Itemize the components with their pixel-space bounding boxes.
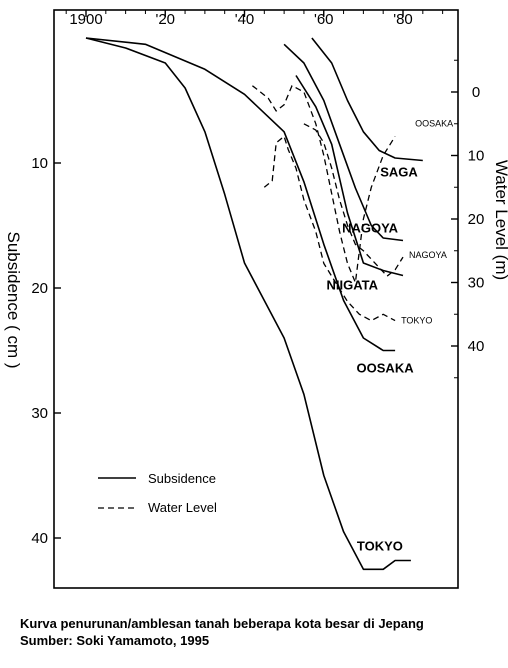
water-level-line-oosaka — [251, 85, 396, 284]
legend-water-level-label: Water Level — [148, 500, 217, 515]
water-level-axis: 0 10 20 30 40 — [451, 59, 485, 379]
subsidence-tick-label: 20 — [31, 280, 48, 297]
legend-subsidence-label: Subsidence — [148, 471, 216, 486]
subsidence-axis: 10 20 30 40 — [31, 155, 61, 547]
subsidence-line-tokyo — [85, 37, 411, 571]
subsidence-label-oosaka: OOSAKA — [357, 361, 415, 376]
plot-frame — [53, 9, 459, 589]
water-level-tick-label: 10 — [468, 148, 485, 165]
subsidence-tick-label: 30 — [31, 405, 48, 422]
x-tick-label: '40 — [235, 11, 255, 28]
water-level-tick-label: 0 — [472, 84, 480, 101]
x-tick-label: '80 — [393, 11, 413, 28]
water-level-line-nagoya — [303, 123, 404, 277]
legend: Subsidence Water Level — [98, 471, 217, 515]
subsidence-line-saga — [311, 37, 423, 162]
water-level-tick-label: 40 — [468, 338, 485, 355]
subsidence-axis-title: Subsidence ( cm ) — [4, 232, 23, 369]
subsidence-label-niigata: NIIGATA — [326, 278, 378, 293]
x-tick-label: '20 — [155, 11, 175, 28]
water-level-tick-label: 30 — [468, 275, 485, 292]
x-tick-label: 1900 — [69, 11, 102, 28]
water-level-label-tokyo: TOKYO — [401, 316, 432, 326]
x-axis: 1900 '20 '40 '60 '80 — [65, 10, 444, 28]
subsidence-label-nagoya: NAGOYA — [342, 221, 398, 236]
subsidence-line-oosaka — [85, 37, 396, 352]
water-level-label-nagoya: NAGOYA — [409, 250, 447, 260]
subsidence-label-saga: SAGA — [380, 165, 418, 180]
water-level-axis-title: Water Level (m) — [492, 160, 508, 280]
subsidence-line-niigata — [295, 75, 404, 277]
water-level-tick-label: 20 — [468, 211, 485, 228]
subsidence-tick-label: 10 — [31, 155, 48, 172]
water-level-label-oosaka: OOSAKA — [415, 118, 453, 128]
subsidence-tick-label: 40 — [31, 530, 48, 547]
subsidence-label-tokyo: TOKYO — [357, 539, 403, 554]
water-level-line-tokyo — [263, 135, 396, 322]
caption-title: Kurva penurunan/amblesan tanah beberapa … — [20, 616, 424, 631]
subsidence-line-nagoya — [283, 43, 404, 242]
chart: 1900 '20 '40 '60 '80 10 20 30 40 0 10 20 30 40 Subs… — [4, 9, 508, 589]
caption-source: Sumber: Soki Yamamoto, 1995 — [20, 633, 210, 648]
series-labels: TOKYO OOSAKA NIIGATA NAGOYA SAGA OOSAKA NAGOYA… — [326, 118, 453, 553]
series-group — [85, 37, 423, 571]
x-tick-label: '60 — [314, 11, 334, 28]
